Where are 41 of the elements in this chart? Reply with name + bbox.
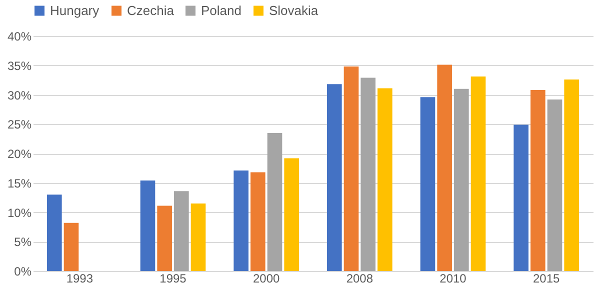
bar: [234, 170, 248, 271]
x-tick-label: 1993: [66, 272, 94, 286]
y-tick-label: 5%: [14, 235, 32, 250]
bar: [140, 180, 156, 271]
bar: [360, 78, 376, 271]
bar: [420, 97, 436, 271]
bar: [344, 66, 359, 271]
bar: [514, 124, 528, 271]
bar: [327, 84, 342, 271]
legend-label: Poland: [201, 2, 242, 18]
bar: [64, 222, 79, 271]
bar: [530, 90, 546, 271]
y-tick-label: 20%: [7, 147, 32, 161]
y-tick-label: 25%: [7, 118, 32, 132]
y-tick-label: 35%: [7, 58, 32, 73]
legend-label: Slovakia: [269, 2, 319, 18]
y-tick-label: 15%: [7, 176, 32, 190]
x-tick-label: 2015: [532, 272, 560, 286]
bar: [470, 76, 486, 271]
bar: [284, 158, 299, 271]
bar: [190, 203, 206, 271]
bar: [250, 172, 266, 271]
x-tick-label: 2000: [252, 272, 280, 286]
bar: [454, 88, 469, 271]
bar: [564, 79, 579, 271]
bar: [378, 88, 392, 271]
y-tick-label: 0%: [14, 264, 32, 278]
y-tick-label: 30%: [7, 88, 32, 102]
bar: [157, 206, 172, 271]
x-tick-label: 2008: [346, 272, 374, 286]
bar: [437, 64, 452, 271]
y-tick-label: 10%: [7, 206, 32, 220]
bar: [174, 191, 189, 271]
legend-label: Hungary: [50, 2, 100, 18]
x-tick-label: 2010: [440, 272, 467, 286]
y-tick-label: 40%: [7, 30, 32, 44]
bar: [547, 99, 562, 271]
legend-label: Czechia: [127, 2, 175, 18]
bar: [47, 194, 62, 271]
bar: [267, 132, 282, 271]
x-tick-label: 1995: [160, 272, 187, 286]
